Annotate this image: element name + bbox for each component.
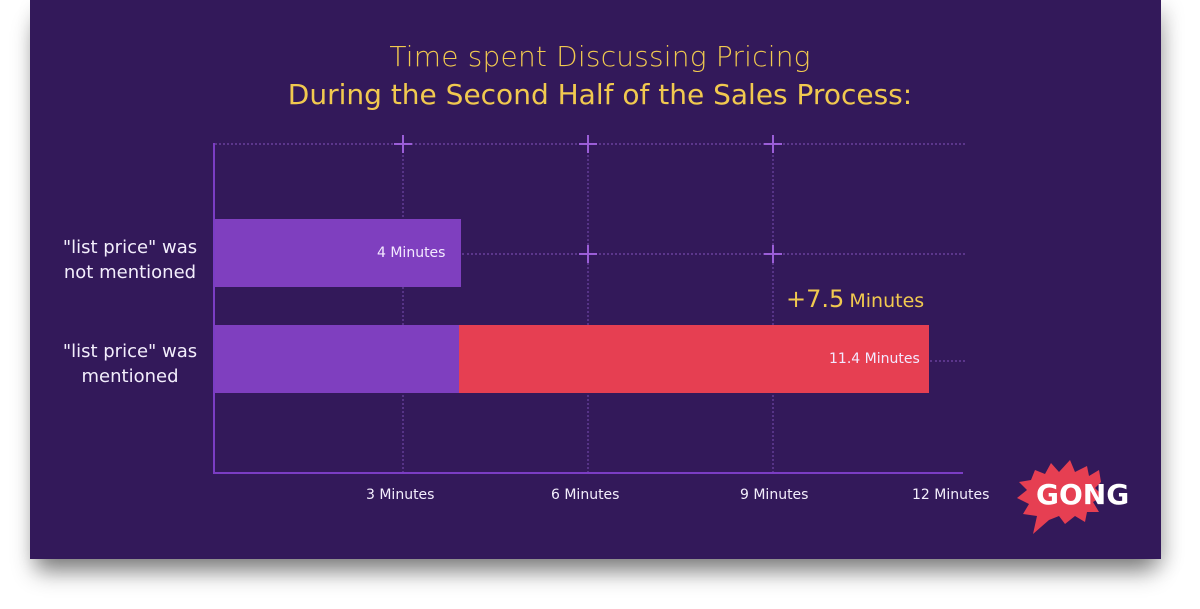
bar-mentioned-base bbox=[215, 325, 459, 393]
difference-annotation: +7.5 Minutes bbox=[786, 285, 925, 313]
crosshair-icon bbox=[579, 135, 597, 153]
bar-value-label: 4 Minutes bbox=[377, 245, 446, 261]
gridline-lower bbox=[930, 360, 965, 362]
crosshair-icon bbox=[394, 135, 412, 153]
bar-mentioned-extra bbox=[459, 325, 929, 393]
x-tick-label: 3 Minutes bbox=[366, 487, 435, 503]
x-tick-label: 6 Minutes bbox=[551, 487, 620, 503]
gridline-6min bbox=[587, 143, 589, 473]
category-label-mentioned: "list price" was mentioned bbox=[62, 341, 198, 387]
gridline-3min bbox=[402, 143, 404, 473]
gridline-middle bbox=[462, 253, 965, 255]
category-label-not-mentioned: "list price" was not mentioned bbox=[62, 237, 198, 283]
chart-title: Time spent Discussing Pricing bbox=[389, 40, 811, 73]
gong-burst-icon bbox=[1017, 460, 1103, 534]
crosshair-icon bbox=[764, 135, 782, 153]
gridline-9min bbox=[772, 143, 774, 473]
crosshair-icon bbox=[579, 245, 597, 263]
x-tick-label: 12 Minutes bbox=[912, 487, 990, 503]
bar-not-mentioned bbox=[215, 219, 461, 287]
y-axis bbox=[213, 143, 215, 474]
chart-subtitle: During the Second Half of the Sales Proc… bbox=[287, 78, 913, 111]
x-tick-label: 9 Minutes bbox=[740, 487, 809, 503]
crosshair-icon bbox=[764, 245, 782, 263]
gong-logo: GONG bbox=[1036, 478, 1130, 511]
bar-value-label: 11.4 Minutes bbox=[829, 351, 920, 367]
x-axis bbox=[213, 472, 963, 474]
